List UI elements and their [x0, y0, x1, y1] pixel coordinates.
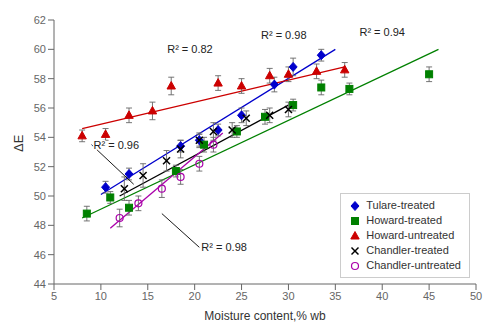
svg-text:R² = 0.82: R² = 0.82 — [167, 43, 213, 55]
svg-text:Moisture content,% wb: Moisture content,% wb — [204, 309, 326, 323]
svg-text:52: 52 — [34, 161, 46, 173]
svg-text:20: 20 — [189, 290, 201, 302]
html-text:Howard-untreated: Howard-untreated — [366, 229, 455, 241]
svg-text:62: 62 — [34, 14, 46, 26]
svg-text:ΔE: ΔE — [11, 134, 26, 152]
svg-text:58: 58 — [34, 73, 46, 85]
html-text:Tulare-treated: Tulare-treated — [366, 199, 435, 211]
svg-text:48: 48 — [34, 219, 46, 231]
svg-text:5: 5 — [51, 290, 57, 302]
svg-text:54: 54 — [34, 131, 46, 143]
svg-text:46: 46 — [34, 249, 46, 261]
html-text:Howard-treated: Howard-treated — [366, 214, 442, 226]
svg-text:15: 15 — [142, 290, 154, 302]
svg-text:R² = 0.94: R² = 0.94 — [359, 26, 405, 38]
svg-text:44: 44 — [34, 278, 46, 290]
svg-text:35: 35 — [329, 290, 341, 302]
svg-text:45: 45 — [423, 290, 435, 302]
svg-text:R² = 0.98: R² = 0.98 — [201, 241, 247, 253]
svg-text:56: 56 — [34, 102, 46, 114]
svg-text:50: 50 — [34, 190, 46, 202]
svg-text:50: 50 — [470, 290, 482, 302]
svg-text:60: 60 — [34, 43, 46, 55]
svg-text:R² = 0.98: R² = 0.98 — [261, 29, 307, 41]
svg-text:25: 25 — [235, 290, 247, 302]
svg-text:10: 10 — [95, 290, 107, 302]
html-text:Chandler-untreated: Chandler-untreated — [366, 259, 461, 271]
html-text:Chandler-treated: Chandler-treated — [366, 244, 449, 256]
svg-text:40: 40 — [376, 290, 388, 302]
svg-text:R² = 0.96: R² = 0.96 — [94, 139, 140, 151]
svg-text:30: 30 — [282, 290, 294, 302]
